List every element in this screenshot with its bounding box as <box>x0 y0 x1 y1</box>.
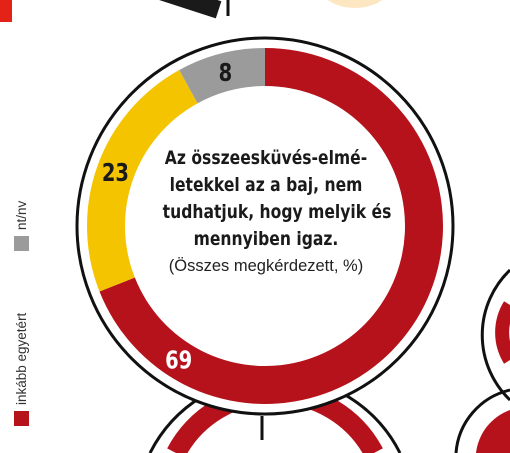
top-peach-circle <box>327 0 383 8</box>
donut-outer-ring <box>75 36 455 416</box>
title-line: tudhatjuk, hogy melyik és <box>162 201 392 223</box>
donut-slice-yellow <box>86 70 198 292</box>
right-ring-fragment <box>480 268 510 402</box>
slice-value-label: 23 <box>102 159 129 188</box>
donut-chart: 69 23 8 <box>86 48 444 404</box>
legend-item-inkabb-egyetert: inkább egyetért <box>14 313 29 426</box>
slice-value-label: 8 <box>219 59 233 88</box>
bottom-right-ring-fragment <box>454 388 510 453</box>
top-dark-shape <box>149 0 222 19</box>
title-line: mennyiben igaz. <box>193 228 339 250</box>
bottom-right-red-fill <box>476 410 510 453</box>
title-line: letekkel az a baj, nem <box>169 174 363 196</box>
chart-center-text: Az összeesküvés-elmé- letekkel az a baj,… <box>140 145 392 278</box>
right-ring-fragment-fill <box>495 301 510 364</box>
chart-note: (Összes megkérdezett, %) <box>168 257 364 275</box>
chart-title: Az összeesküvés-elmé- letekkel az a baj,… <box>162 145 392 253</box>
legend-label: nt/nv <box>14 200 29 230</box>
donut-slice-nt-nv <box>179 48 265 104</box>
top-left-red-corner <box>0 0 12 22</box>
legend-label: inkább egyetért <box>14 312 29 405</box>
title-line: Az összeesküvés-elmé- <box>164 147 368 169</box>
chart-legend: inkább egyetért nt/nv <box>14 156 50 440</box>
legend-swatch-gray <box>14 236 29 251</box>
slice-value-label: 69 <box>165 346 192 375</box>
legend-item-nt-nv: nt/nv <box>14 201 29 251</box>
legend-swatch-red <box>14 411 29 426</box>
